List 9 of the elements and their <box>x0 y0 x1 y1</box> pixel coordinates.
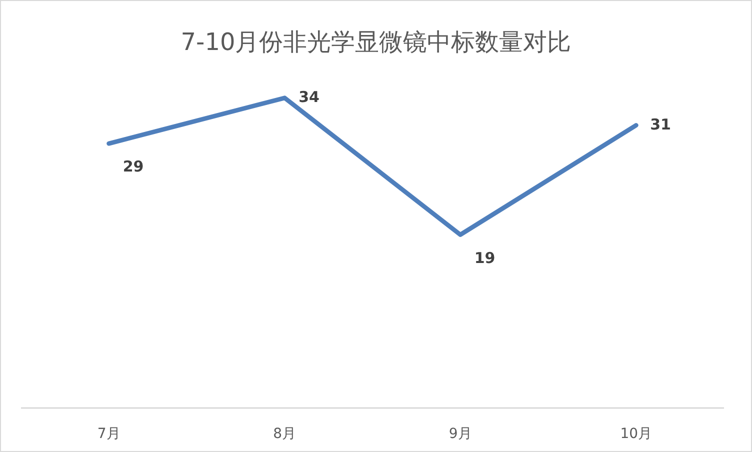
chart-title: 7-10月份非光学显微镜中标数量对比 <box>180 28 572 56</box>
data-label: 29 <box>122 158 144 176</box>
x-tick-label: 8月 <box>273 426 296 442</box>
data-label: 34 <box>298 88 320 106</box>
data-label: 19 <box>474 248 496 267</box>
x-tick-label: 9月 <box>448 426 472 442</box>
data-label: 31 <box>650 115 671 134</box>
x-tick-label: 7月 <box>97 426 120 442</box>
x-tick-label: 10月 <box>620 426 652 442</box>
